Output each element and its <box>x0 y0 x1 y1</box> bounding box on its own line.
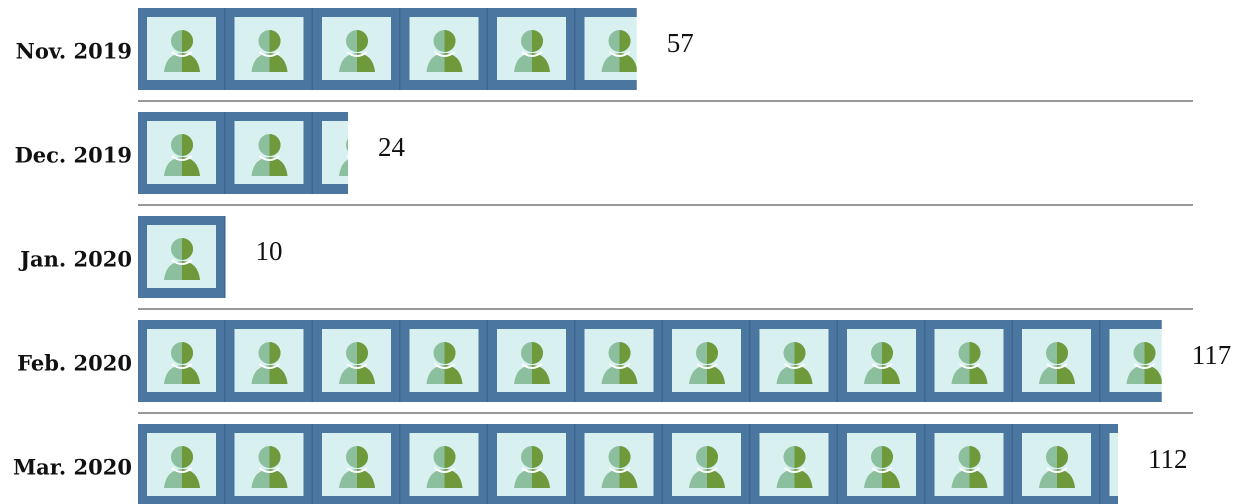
pictogram-bar <box>138 216 226 298</box>
value-label: 112 <box>1148 444 1188 474</box>
category-label: Dec. 2019 <box>15 143 132 168</box>
value-label: 24 <box>378 132 406 162</box>
category-label: Feb. 2020 <box>17 351 132 376</box>
category-label: Jan. 2020 <box>18 247 132 272</box>
category-label: Mar. 2020 <box>13 455 132 480</box>
pictogram-bar <box>138 8 637 90</box>
rows: Nov. 2019 57 Dec. 2019 24 Jan. 2020 10 Feb. 20… <box>13 8 1231 504</box>
value-label: 10 <box>256 236 283 266</box>
bar-group <box>138 112 348 194</box>
bar-group <box>138 216 226 298</box>
bar-group <box>138 320 1162 402</box>
value-label: 117 <box>1192 340 1232 370</box>
pictogram-bar <box>138 424 1118 504</box>
pictogram-bar <box>138 320 1162 402</box>
pictogram-bar <box>138 112 348 194</box>
bar-group <box>138 424 1118 504</box>
value-label: 57 <box>667 28 694 58</box>
bar-group <box>138 8 637 90</box>
category-label: Nov. 2019 <box>16 39 132 64</box>
